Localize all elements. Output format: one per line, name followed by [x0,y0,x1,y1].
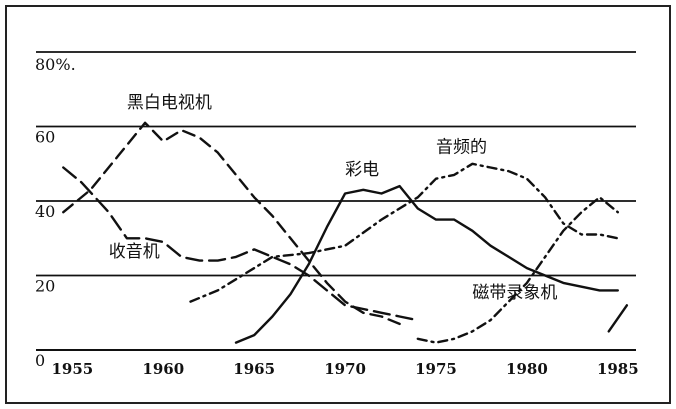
series-line-1 [62,166,419,322]
series-label: 磁带录象机 [472,283,557,303]
y-tick-label: 40 [35,202,55,221]
x-tick-label: 1960 [142,360,184,378]
series-label: 彩电 [345,160,379,180]
series-label: 黑白电视机 [127,93,212,113]
series-line-0 [62,121,401,326]
y-tick-label: 60 [35,128,55,147]
series-lines [62,121,629,344]
series-line-2 [234,184,619,344]
series-line-3 [189,162,619,303]
x-tick-label: 1975 [415,360,457,378]
y-tick-label: 80%. [35,55,76,74]
grid-lines [36,51,636,351]
x-tick-label: 1980 [506,360,548,378]
x-tick-label: 1985 [597,360,639,378]
series-line-4 [416,196,619,344]
series-label: 音频的 [436,138,487,158]
x-tick-label: 1965 [233,360,275,378]
y-tick-label: 20 [35,277,55,296]
x-axis-ticks: 1955 1960 1965 1970 1975 1980 1985 [51,360,638,378]
series-label: 收音机 [109,242,160,262]
series-line-5 [607,304,629,333]
y-tick-label: 0 [35,351,45,370]
x-tick-label: 1955 [51,360,93,378]
y-axis-ticks: 0 20 40 60 80%. [35,55,76,370]
chart-frame [5,5,671,404]
x-tick-label: 1970 [324,360,366,378]
